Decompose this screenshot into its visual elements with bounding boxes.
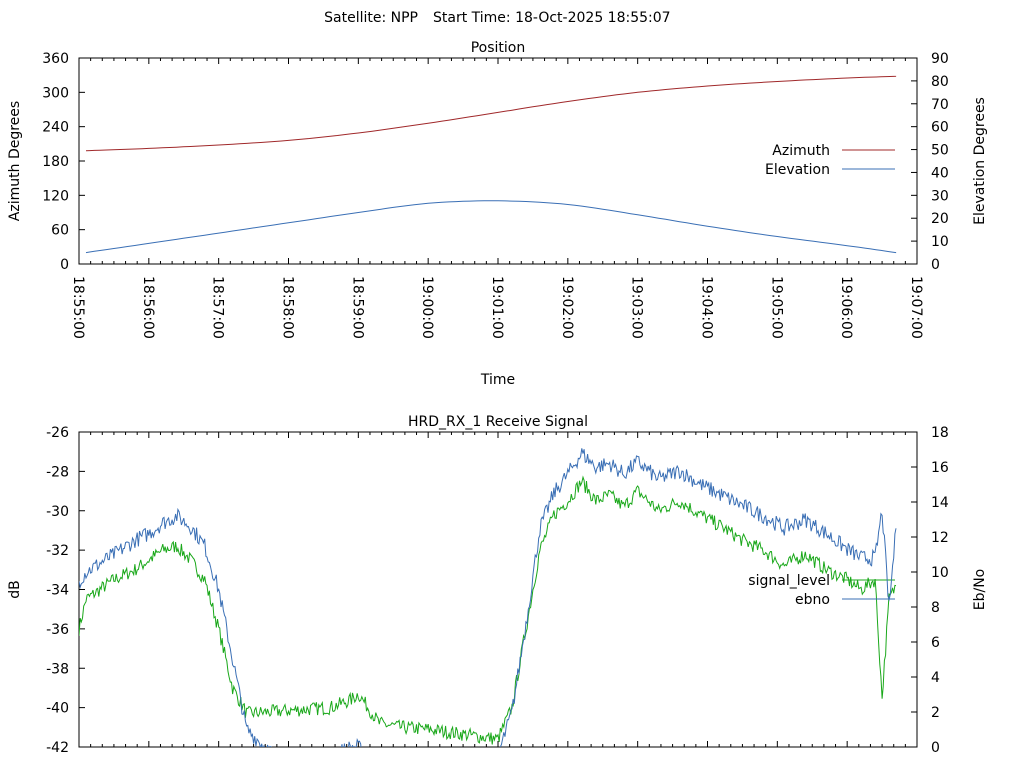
series-line-ebno <box>79 448 897 747</box>
x-tick-label: 18:55:00 <box>70 276 86 339</box>
y2-tick-label: 4 <box>931 670 940 686</box>
plot-frame <box>78 431 918 748</box>
y-tick-label: -28 <box>46 464 69 480</box>
y2-tick-label: 70 <box>931 97 949 113</box>
series-line-Azimuth <box>85 75 897 152</box>
y2-tick-label: 60 <box>931 120 949 136</box>
y-tick-label: -30 <box>46 504 69 520</box>
y2-tick-label: 30 <box>931 188 949 204</box>
header-satellite-label: Satellite: NPP <box>324 10 418 26</box>
x-tick-label: 19:06:00 <box>838 276 854 339</box>
y-tick-label: -36 <box>46 622 69 638</box>
y2-tick-label: 20 <box>931 211 949 227</box>
x-tick-label: 18:59:00 <box>349 276 365 339</box>
y2-tick-label: 8 <box>931 600 940 616</box>
y-axis-label: dB <box>7 580 23 599</box>
y-tick-label: -40 <box>46 701 69 717</box>
y2-tick-label: 6 <box>931 635 940 651</box>
y2-tick-label: 14 <box>931 495 949 511</box>
chart-title: HRD_RX_1 Receive Signal <box>408 414 588 430</box>
y2-tick-label: 12 <box>931 530 949 546</box>
y-tick-label: -32 <box>46 543 69 559</box>
series-line-Elevation <box>85 200 897 254</box>
y-tick-label: 360 <box>42 51 69 67</box>
position-chart: Position 0 60 120 180 240 300 360 0 10 20 30 40 50 60 7… <box>7 40 988 388</box>
y2-tick-label: 40 <box>931 165 949 181</box>
y-tick-label: -42 <box>46 740 69 756</box>
series-line-signal_level <box>79 475 897 745</box>
y-tick-label: 180 <box>42 154 69 170</box>
header-start-time-label: Start Time: 18-Oct-2025 18:55:07 <box>433 10 671 26</box>
y-tick-label: -26 <box>46 425 69 441</box>
legend-label-Azimuth: Azimuth <box>772 143 830 159</box>
legend-label-ebno: ebno <box>795 592 830 608</box>
y-axis-label: Azimuth Degrees <box>7 101 23 221</box>
y2-tick-label: 90 <box>931 51 949 67</box>
y2-tick-label: 80 <box>931 74 949 90</box>
x-tick-label: 18:57:00 <box>210 276 226 339</box>
y2-axis-label: Eb/No <box>972 569 988 611</box>
plot-frame <box>78 57 918 265</box>
x-tick-label: 19:05:00 <box>768 276 784 339</box>
x-tick-label: 19:02:00 <box>559 276 575 339</box>
x-tick-label: 19:07:00 <box>908 276 924 339</box>
y2-tick-label: 10 <box>931 565 949 581</box>
y-tick-label: 60 <box>51 223 69 239</box>
y2-tick-label: 10 <box>931 234 949 250</box>
y2-axis-label: Elevation Degrees <box>972 97 988 225</box>
y2-tick-label: 0 <box>931 257 940 273</box>
chart-title: Position <box>471 40 526 56</box>
y-tick-label: 120 <box>42 188 69 204</box>
y-tick-label: 300 <box>42 85 69 101</box>
x-tick-label: 18:56:00 <box>140 276 156 339</box>
legend-label-signal_level: signal_level <box>748 573 830 589</box>
y2-tick-label: 50 <box>931 143 949 159</box>
receive-signal-chart: HRD_RX_1 Receive Signal -42 -40 -38 -36 -34 -3… <box>7 414 988 756</box>
y2-tick-label: 18 <box>931 425 949 441</box>
y-tick-label: -38 <box>46 661 69 677</box>
x-tick-label: 19:03:00 <box>629 276 645 339</box>
y-tick-label: -34 <box>46 583 69 599</box>
y2-tick-label: 2 <box>931 705 940 721</box>
y2-tick-label: 16 <box>931 460 949 476</box>
y-tick-label: 0 <box>60 257 69 273</box>
y2-tick-label: 0 <box>931 740 940 756</box>
x-tick-label: 18:58:00 <box>280 276 296 339</box>
x-axis-label: Time <box>480 372 515 388</box>
y-tick-label: 240 <box>42 120 69 136</box>
legend-label-Elevation: Elevation <box>765 162 830 178</box>
x-tick-label: 19:00:00 <box>419 276 435 339</box>
x-tick-label: 19:01:00 <box>489 276 505 339</box>
x-tick-label: 19:04:00 <box>699 276 715 339</box>
